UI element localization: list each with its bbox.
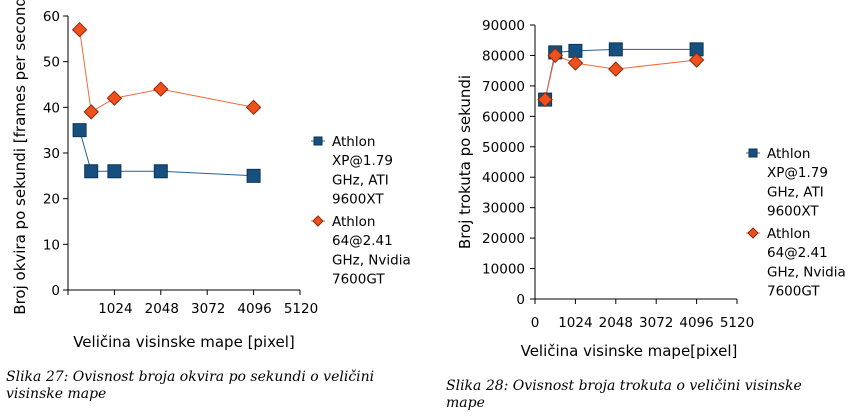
caption-line-2: mape (446, 395, 485, 411)
y-axis-title: Broj trokuta po sekundi (456, 75, 474, 249)
y-tick-label: 10 (43, 237, 60, 253)
data-point-diamond (71, 21, 88, 38)
series-line (544, 54, 697, 100)
x-tick-label: 4096 (237, 301, 271, 317)
x-tick-label: 1024 (558, 315, 592, 331)
y-tick-label: 10000 (482, 262, 525, 278)
y-tick-label: 30 (43, 146, 60, 162)
y-tick-label: 80000 (482, 48, 525, 64)
legend-label-line: Athlon (767, 226, 810, 242)
data-point-diamond (537, 91, 553, 108)
y-tick-label: 60000 (482, 109, 525, 125)
legend-label-line: GHz, Nvidia (767, 264, 846, 280)
data-point-square (72, 123, 87, 138)
data-point-square (107, 164, 122, 179)
legend-label-line: 7600GT (767, 284, 820, 300)
legend-label-line: Athlon (332, 214, 375, 230)
x-tick-label: 3072 (639, 315, 673, 331)
y-axis-title: Broj okvira po sekundi [frames per secon… (11, 0, 29, 315)
legend-label-line: XP@1.79 (332, 153, 393, 169)
x-tick-label: 4096 (679, 315, 713, 331)
data-point-square (153, 164, 168, 179)
data-point-diamond (106, 90, 123, 106)
legend-marker-square (313, 136, 323, 146)
y-tick-label: 20 (43, 192, 60, 208)
legend-label-line: Athlon (332, 134, 375, 150)
y-tick-label: 20000 (482, 231, 525, 247)
chart-2: 0 10000 20000 30000 40000 50000 60000 70000 8000… (456, 18, 846, 360)
y-tick-label: 40000 (482, 170, 525, 186)
legend-label-line: 64@2.41 (767, 245, 828, 261)
legend-label-line: GHz, Nvidia (332, 252, 411, 268)
x-tick-label: 3072 (191, 301, 225, 317)
y-tick-label: 0 (51, 283, 60, 299)
y-tick-label: 70000 (482, 79, 525, 95)
legend-label-line: XP@1.79 (767, 165, 828, 181)
caption-figure-27: Slika 27: Ovisnost broja okvira po sekun… (6, 369, 426, 403)
data-point-square (84, 164, 99, 179)
x-tick-label: 5120 (720, 315, 754, 331)
legend-marker-square (748, 148, 758, 158)
y-tick-label: 30000 (482, 201, 525, 217)
x-tick-label: 2048 (599, 315, 633, 331)
y-tick-label: 50000 (482, 140, 525, 156)
legend-label-line: 64@2.41 (332, 233, 393, 249)
x-tick-label: 0 (531, 315, 540, 331)
data-point-diamond (567, 55, 584, 71)
legend-label-line: GHz, ATI (332, 172, 389, 188)
data-point-square (608, 42, 623, 57)
data-point-square (246, 168, 261, 183)
caption-line-1: Slika 28: Ovisnost broja trokuta o velič… (446, 378, 802, 394)
legend-label-line: GHz, ATI (767, 184, 824, 200)
x-tick-label: 2048 (145, 301, 179, 317)
legend-marker-diamond (747, 227, 759, 239)
x-tick-label: 5120 (284, 301, 318, 317)
legend-marker-diamond (312, 215, 324, 227)
data-point-diamond (547, 47, 563, 64)
caption-line-1: Slika 27: Ovisnost broja okvira po sekun… (6, 369, 375, 385)
legend-label-line: 9600XT (767, 204, 819, 220)
caption-line-2: visinske mape (6, 386, 107, 402)
data-point-diamond (245, 99, 262, 116)
chart-1: 0 10 20 30 40 50 60 1024 2048 3072 4096 5120 Veličin… (11, 0, 411, 351)
data-point-diamond (688, 52, 705, 68)
series-line (544, 48, 697, 100)
data-point-diamond (83, 104, 99, 120)
y-tick-label: 0 (516, 292, 525, 308)
y-tick-label: 60 (43, 9, 60, 25)
data-point-diamond (608, 61, 624, 77)
y-tick-label: 50 (43, 55, 60, 71)
legend-label-line: 9600XT (332, 192, 384, 208)
caption-figure-28: Slika 28: Ovisnost broja trokuta o velič… (446, 378, 862, 412)
x-tick-label: 1024 (98, 301, 132, 317)
x-axis-title: Veličina visinske mape [pixel] (73, 333, 295, 351)
series-line (79, 29, 254, 113)
legend-label-line: Athlon (767, 146, 810, 162)
legend-label-line: 7600GT (332, 272, 385, 288)
data-point-diamond (153, 81, 169, 97)
y-tick-label: 40 (43, 100, 60, 116)
y-tick-label: 90000 (482, 18, 525, 34)
x-axis-title: Veličina visinske mape[pixel] (521, 342, 738, 360)
